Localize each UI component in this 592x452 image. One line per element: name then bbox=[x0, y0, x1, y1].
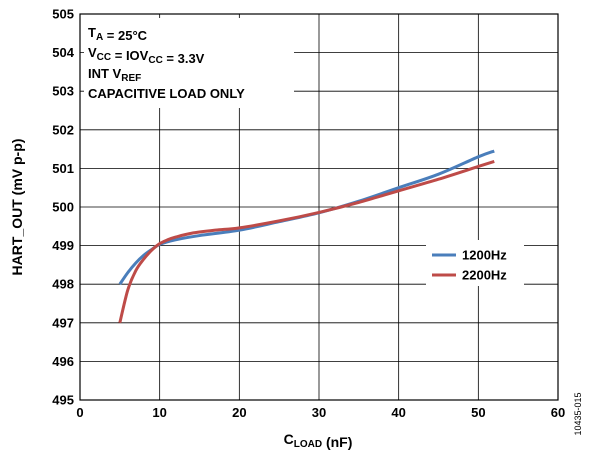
y-tick-label: 505 bbox=[52, 7, 74, 22]
annotation-line: TA = 25°C bbox=[88, 25, 148, 43]
series-line-1200hz bbox=[118, 149, 495, 286]
y-tick-label: 495 bbox=[52, 393, 74, 408]
text-run: = IOV bbox=[111, 48, 149, 63]
subscript-text: REF bbox=[121, 73, 141, 84]
annotation-background bbox=[84, 18, 294, 108]
legend-background bbox=[426, 240, 524, 286]
y-tick-label: 496 bbox=[52, 354, 74, 369]
x-tick-label: 40 bbox=[391, 405, 405, 420]
x-tick-label: 50 bbox=[471, 405, 485, 420]
text-run: = 25°C bbox=[103, 28, 147, 43]
y-axis-title: HART_OUT (mV p-p) bbox=[9, 139, 25, 276]
legend-label: 2200Hz bbox=[462, 268, 507, 283]
subscript-text: CC bbox=[148, 55, 162, 66]
y-tick-label: 501 bbox=[52, 161, 74, 176]
annotation-line: INT VREF bbox=[88, 66, 141, 84]
text-run: V bbox=[88, 45, 97, 60]
subscript-text: LOAD bbox=[294, 439, 322, 450]
x-tick-label: 60 bbox=[551, 405, 565, 420]
annotation-line: CAPACITIVE LOAD ONLY bbox=[88, 86, 245, 101]
y-tick-label: 499 bbox=[52, 238, 74, 253]
subscript-text: A bbox=[96, 32, 103, 43]
y-tick-label: 502 bbox=[52, 122, 74, 137]
legend-items: 1200Hz 2200Hz bbox=[432, 248, 507, 283]
y-tick-labels: 495 496 497 498 499 500 501 502 503 504 505 bbox=[52, 7, 74, 408]
y-tick-label: 503 bbox=[52, 84, 74, 99]
y-tick-label: 504 bbox=[52, 45, 74, 60]
text-run: = 3.3V bbox=[163, 51, 205, 66]
text-run: T bbox=[88, 25, 96, 40]
subscript-text: CC bbox=[97, 52, 111, 63]
plot-frame bbox=[79, 13, 559, 401]
figure-id: 10435-015 bbox=[573, 392, 583, 435]
x-tick-label: 10 bbox=[152, 405, 166, 420]
text-run: C bbox=[284, 431, 294, 447]
x-tick-label: 20 bbox=[232, 405, 246, 420]
legend: 1200Hz 2200Hz bbox=[426, 240, 524, 286]
x-axis-title: CLOAD (nF) bbox=[284, 431, 353, 450]
text-run: INT V bbox=[88, 66, 122, 81]
series-layer bbox=[118, 149, 495, 324]
x-tick-label: 0 bbox=[76, 405, 83, 420]
series-line-2200hz bbox=[118, 160, 495, 324]
y-tick-label: 497 bbox=[52, 315, 74, 330]
text-run: CAPACITIVE LOAD ONLY bbox=[88, 86, 245, 101]
y-tick-label: 500 bbox=[52, 200, 74, 215]
x-tick-labels: 0 10 20 30 40 50 60 bbox=[76, 405, 565, 420]
x-tick-label: 30 bbox=[312, 405, 326, 420]
text-run: (nF) bbox=[322, 434, 352, 450]
y-tick-label: 498 bbox=[52, 277, 74, 292]
legend-label: 1200Hz bbox=[462, 248, 507, 263]
annotation-line: VCC = IOVCC = 3.3V bbox=[88, 45, 205, 66]
